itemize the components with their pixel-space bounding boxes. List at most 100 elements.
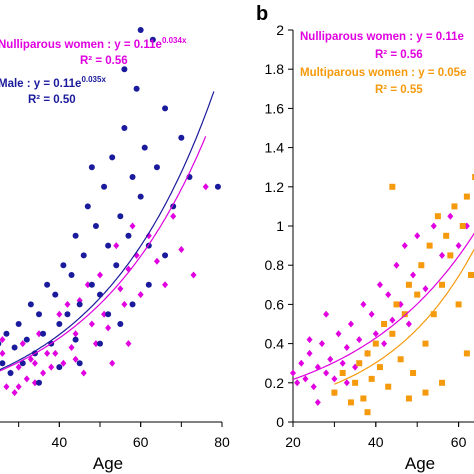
panel-b-point-square xyxy=(376,364,383,371)
panel-a-point-diamond xyxy=(88,320,95,328)
panel-b-point-square xyxy=(364,350,371,357)
panel-a-point-circle xyxy=(109,154,116,161)
panel-a-point-diamond xyxy=(162,281,169,289)
panel-b-y-tick-label: 1.4 xyxy=(265,140,285,156)
panel-b-legend-nulliparous-r2: R² = 0.56 xyxy=(375,49,423,61)
panel-b-point-diamond xyxy=(405,320,412,328)
panel-b-point-diamond xyxy=(343,344,350,352)
panel-a-point-circle xyxy=(88,281,95,288)
panel-a-point-circle xyxy=(117,321,124,327)
panel-b-legend-multiparous-r2: R² = 0.55 xyxy=(375,84,423,96)
panel-a-point-diamond xyxy=(31,379,38,387)
panel-b-point-square xyxy=(439,281,446,288)
panel-a-point-circle xyxy=(84,203,91,210)
panel-a-point-circle xyxy=(149,36,156,43)
panel-b-point-diamond xyxy=(343,379,350,387)
panel-b-point-square xyxy=(434,213,441,220)
panel-b-point-diamond xyxy=(318,340,325,348)
panel-a-point-circle xyxy=(80,252,87,259)
panel-a-point-diamond xyxy=(97,271,103,279)
panel-b-point-square xyxy=(468,272,474,278)
panel-a-point-circle xyxy=(11,344,18,351)
panel-a-x-tick-label: 60 xyxy=(133,434,149,450)
panel-a-point-diamond xyxy=(190,271,197,279)
panel-a-point-diamond xyxy=(60,359,67,367)
panel-b-point-square xyxy=(439,379,446,386)
panel-a-point-diamond xyxy=(105,324,112,332)
panel-b-point-diamond xyxy=(447,212,454,220)
panel-b-point-square xyxy=(356,360,363,367)
panel-b-point-diamond xyxy=(385,291,392,299)
panel-b-point-diamond xyxy=(410,271,417,279)
panel-b-point-square xyxy=(381,321,388,327)
panel-a-point-diamond xyxy=(15,363,22,371)
panel-a-point-diamond xyxy=(56,310,63,318)
panel-b-point-square xyxy=(393,301,400,308)
panel-a-point-circle xyxy=(27,301,34,308)
panel-b-point-square xyxy=(414,291,421,298)
panel-b-point-diamond xyxy=(389,316,396,324)
panel-b-point-diamond xyxy=(393,261,400,269)
panel-a-point-circle xyxy=(23,336,30,343)
panel-a-point-circle xyxy=(0,341,2,347)
panel-b-point-square xyxy=(463,193,470,200)
panel-a-point-circle xyxy=(105,311,112,318)
panel-b-point-diamond xyxy=(306,336,313,344)
panel-a-point-circle xyxy=(133,85,140,92)
panel-a-x-tick-label: 40 xyxy=(52,434,68,450)
panel-a-point-circle xyxy=(162,252,169,259)
panel-a-point-diamond xyxy=(109,359,116,367)
panel-a-point-circle xyxy=(153,164,160,171)
panel-a-point-circle xyxy=(97,340,103,347)
panel-a-point-circle xyxy=(88,164,95,171)
panel-b-point-diamond xyxy=(414,232,421,240)
panel-b-point-square xyxy=(463,350,470,357)
panel-a-point-circle xyxy=(64,311,71,318)
panel-a-point-circle xyxy=(125,232,132,239)
panel-a-point-circle xyxy=(214,183,221,190)
panel-b-label: b xyxy=(256,3,268,25)
panel-a-point-diamond xyxy=(64,300,71,308)
panel-a-fit-line-diamond xyxy=(0,136,207,372)
panel-b-y-tick-label: 0.6 xyxy=(265,296,285,312)
panel-a-point-circle xyxy=(129,174,136,180)
panel-a-nulliparous-exp: 0.034x xyxy=(162,36,187,45)
panel-a-x-axis-label: Age xyxy=(93,454,123,473)
panel-b-point-diamond xyxy=(323,369,330,377)
panel-a-point-diamond xyxy=(84,281,91,289)
panel-a-point-diamond xyxy=(202,183,209,191)
panel-b-axes: 20 40 60 0 0.2 0.4 0.6 0.8 1 1.2 1.4 1.6 1.8 2 xyxy=(265,22,474,450)
panel-b-y-tick-label: 0.2 xyxy=(265,375,285,391)
panel-a-point-circle xyxy=(36,379,42,386)
panel-b-point-diamond xyxy=(401,242,408,250)
panel-a-point-diamond xyxy=(15,383,22,391)
panel-a-point-circle xyxy=(105,242,112,249)
panel-b-point-diamond xyxy=(302,375,309,383)
panel-a-point-circle xyxy=(72,232,79,239)
panel-a-point-circle xyxy=(76,301,83,308)
panel-a-point-circle xyxy=(76,360,83,367)
panel-b-point-square xyxy=(364,409,371,416)
panel-a-point-diamond xyxy=(52,349,59,357)
panel-a-point-circle xyxy=(40,330,47,337)
panel-b-point-square xyxy=(385,383,392,390)
panel-a-point-circle xyxy=(137,27,144,33)
panel-b-point-diamond xyxy=(314,398,321,406)
panel-a-point-diamond xyxy=(72,330,79,338)
panel-a-point-diamond xyxy=(178,246,185,254)
panel-a-point-diamond xyxy=(113,242,120,250)
panel-a-point-diamond xyxy=(27,355,34,363)
panel-b-point-square xyxy=(397,356,404,363)
panel-b-point-diamond xyxy=(335,330,342,338)
panel-b-point-diamond xyxy=(356,336,363,344)
panel-a-point-circle xyxy=(3,330,10,337)
panel-a-point-diamond xyxy=(36,330,42,338)
panel-a-point-diamond xyxy=(3,383,10,391)
panel-b-x-tick-label: 20 xyxy=(285,434,301,450)
panel-b-y-tick-label: 1.8 xyxy=(265,61,285,77)
panel-b-point-square xyxy=(410,370,417,376)
panel-b-x-tick-label: 60 xyxy=(451,434,467,450)
panel-b-point-square xyxy=(422,389,429,396)
panel-a-point-diamond xyxy=(68,344,75,352)
panel-a-fit-line-circle xyxy=(0,91,215,371)
